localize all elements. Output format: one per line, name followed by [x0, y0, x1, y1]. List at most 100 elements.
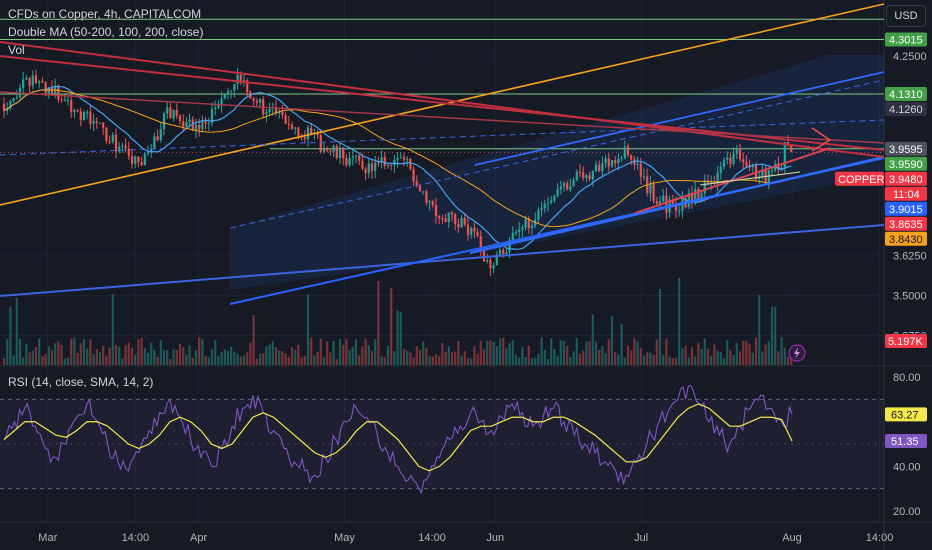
volume-bar [89, 339, 92, 365]
volume-bar [534, 357, 537, 365]
candle [716, 165, 719, 192]
volume-bar [508, 343, 511, 365]
candle [393, 155, 396, 173]
candle [473, 222, 476, 239]
candle [226, 88, 230, 100]
volume-bar [351, 346, 354, 365]
volume-bar [626, 345, 630, 365]
volume-bar [22, 357, 25, 365]
candle-body [518, 229, 521, 233]
volume-bar [674, 357, 678, 365]
time-axis-tick: 14:00 [866, 532, 894, 544]
volume-bar [262, 353, 265, 365]
candle [22, 71, 25, 96]
volume-bar [684, 345, 687, 365]
candle-body [233, 84, 236, 91]
candle-body [12, 98, 15, 101]
volume-bar [562, 340, 566, 365]
lightning-icon[interactable] [788, 344, 806, 362]
price-tag [885, 201, 927, 216]
candle-body [198, 124, 201, 130]
volume-bar [194, 349, 198, 365]
volume-bar [297, 344, 300, 365]
candle-body [556, 189, 559, 197]
candle-body [502, 249, 505, 255]
volume-bar [233, 351, 236, 365]
candle-body [239, 74, 242, 83]
volume-layer [2, 278, 793, 365]
volume-bar [537, 353, 540, 365]
volume-bar [390, 287, 393, 365]
candle [66, 96, 70, 106]
volume-bar [140, 337, 143, 365]
candle-body [274, 107, 278, 114]
ma-indicator-label[interactable]: Double MA (50-200, 100, 200, close) [8, 25, 204, 39]
trendlines-layer[interactable] [0, 3, 885, 305]
candle-body [105, 127, 108, 142]
volume-bar [386, 345, 390, 365]
volume-bar [658, 288, 662, 365]
candle-body [38, 81, 41, 83]
volume-tag [885, 334, 927, 348]
ma-slow-line [3, 89, 792, 228]
candle-body [220, 98, 223, 106]
candle [495, 251, 498, 266]
candle [572, 177, 575, 187]
candle-body [28, 78, 31, 86]
candle-body [610, 160, 614, 167]
volume-bar [143, 348, 146, 365]
volume-bar [188, 345, 191, 365]
candle [470, 226, 473, 239]
volume-bar [150, 342, 153, 365]
volume-bar [550, 338, 553, 365]
candle-body [530, 225, 534, 229]
candle-body [582, 172, 585, 178]
candle-body [377, 162, 380, 164]
volume-bar [514, 354, 518, 365]
candle-body [194, 124, 198, 131]
candle-body [146, 152, 150, 154]
volume-bar [527, 345, 530, 365]
volume-bar [130, 347, 134, 365]
rsi-indicator-label[interactable]: RSI (14, close, SMA, 14, 2) [8, 375, 154, 389]
candle-body [697, 188, 700, 199]
volume-bar [758, 294, 761, 365]
candle [134, 155, 137, 169]
volume-bar [169, 358, 172, 365]
candle-body [687, 192, 690, 208]
candle [332, 144, 335, 157]
candle-body [694, 188, 697, 204]
candle [185, 117, 188, 127]
candle-body [790, 145, 793, 152]
candle [70, 93, 73, 118]
candle [60, 96, 63, 103]
rsi-pane [0, 385, 884, 495]
candle [102, 122, 105, 136]
candle [25, 75, 28, 81]
candle [732, 147, 735, 167]
volume-bar [9, 306, 12, 365]
candle [425, 189, 428, 206]
candle-body [265, 112, 268, 115]
candle [236, 67, 239, 90]
candle-body [374, 162, 377, 172]
volume-bar [588, 341, 591, 365]
candle [486, 253, 489, 264]
candle-body [2, 103, 6, 111]
currency-button[interactable]: USD [886, 5, 926, 27]
candle-body [674, 203, 678, 211]
volume-bar [418, 349, 422, 365]
candle [735, 144, 738, 160]
volume-bar [258, 354, 262, 365]
symbol-title[interactable]: CFDs on Copper, 4h, CAPITALCOM [8, 7, 202, 21]
volume-indicator-label[interactable]: Vol [8, 43, 25, 57]
volume-bar [127, 342, 130, 365]
candle [358, 152, 361, 166]
price-tag-value: 3.9595 [889, 144, 923, 156]
candle [719, 161, 722, 180]
candle [223, 94, 226, 100]
volume-bar [783, 347, 786, 365]
candle [172, 109, 175, 122]
volume-bar [598, 349, 601, 365]
